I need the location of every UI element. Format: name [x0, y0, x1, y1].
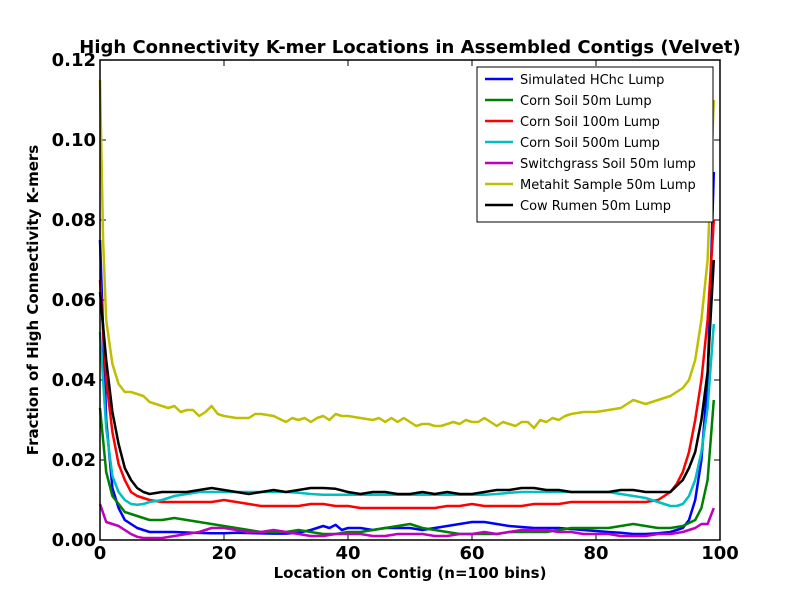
- plot-area-frame: [99, 59, 721, 541]
- series-line: [98, 171, 716, 536]
- series-line: [98, 79, 716, 430]
- y-tick-label: 0.06: [52, 290, 96, 311]
- x-tick-label: 100: [701, 543, 739, 564]
- legend-label: Corn Soil 100m Lump: [520, 115, 660, 130]
- series-line: [98, 399, 716, 536]
- y-tick-label: 0.04: [52, 370, 96, 391]
- legend-label: Metahit Sample 50m Lump: [520, 178, 696, 193]
- legend-label: Switchgrass Soil 50m lump: [520, 157, 696, 172]
- y-axis-label: Fraction of High Connectivity K-mers: [24, 145, 42, 455]
- series-line: [98, 259, 716, 496]
- y-tick-label: 0.08: [52, 210, 96, 231]
- chart-legend: Simulated HChc Lump Corn Soil 50m Lump Cor…: [476, 66, 714, 223]
- chart-title: High Connectivity K-mer Locations in Ass…: [79, 37, 740, 58]
- x-tick-label: 60: [459, 543, 484, 564]
- y-tick-label: 0.10: [52, 130, 96, 151]
- legend-label: Corn Soil 500m Lump: [520, 136, 660, 151]
- x-tick-label: 20: [211, 543, 236, 564]
- x-axis-ticks: 0 20 40 60 80 100: [94, 60, 739, 564]
- y-tick-label: 0.02: [52, 450, 96, 471]
- x-tick-label: 0: [94, 543, 107, 564]
- legend-box: [476, 66, 714, 223]
- series-line: [98, 323, 716, 508]
- y-tick-label: 0.00: [52, 530, 96, 551]
- series-lines: [98, 79, 716, 540]
- x-axis-label: Location on Contig (n=100 bins): [274, 564, 547, 582]
- legend-label: Corn Soil 50m Lump: [520, 94, 652, 109]
- legend-label: Cow Rumen 50m Lump: [520, 199, 671, 214]
- x-tick-label: 80: [583, 543, 608, 564]
- x-tick-label: 40: [335, 543, 360, 564]
- series-line: [98, 219, 716, 510]
- y-tick-label: 0.12: [52, 50, 96, 71]
- series-line: [98, 503, 715, 540]
- legend-label: Simulated HChc Lump: [520, 73, 664, 88]
